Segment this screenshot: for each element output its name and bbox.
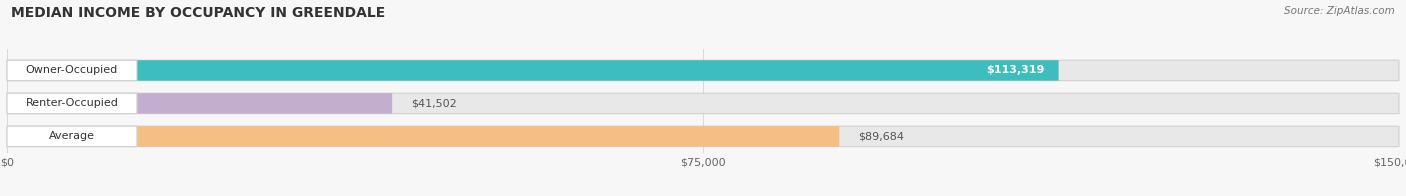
Text: Source: ZipAtlas.com: Source: ZipAtlas.com [1284, 6, 1395, 16]
Text: $113,319: $113,319 [986, 65, 1045, 75]
Text: MEDIAN INCOME BY OCCUPANCY IN GREENDALE: MEDIAN INCOME BY OCCUPANCY IN GREENDALE [11, 6, 385, 20]
FancyBboxPatch shape [7, 60, 136, 81]
Text: Owner-Occupied: Owner-Occupied [25, 65, 118, 75]
Text: Renter-Occupied: Renter-Occupied [25, 98, 118, 108]
FancyBboxPatch shape [7, 126, 839, 147]
FancyBboxPatch shape [7, 126, 1399, 147]
FancyBboxPatch shape [7, 60, 1059, 81]
FancyBboxPatch shape [7, 93, 392, 114]
FancyBboxPatch shape [7, 126, 136, 147]
Text: $89,684: $89,684 [858, 131, 904, 141]
Text: Average: Average [49, 131, 96, 141]
Text: $41,502: $41,502 [411, 98, 457, 108]
FancyBboxPatch shape [7, 93, 1399, 114]
FancyBboxPatch shape [7, 93, 136, 114]
FancyBboxPatch shape [7, 60, 1399, 81]
